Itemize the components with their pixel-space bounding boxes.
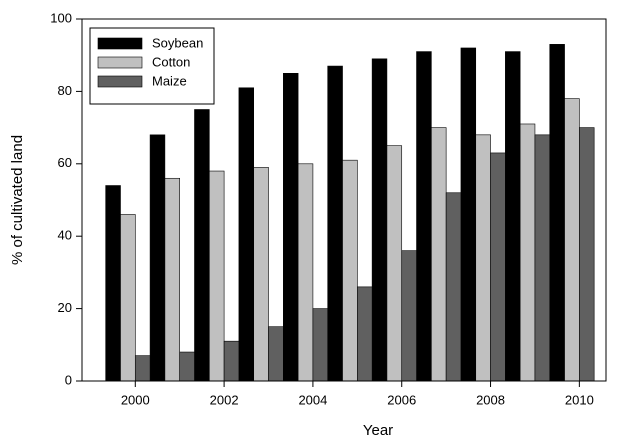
bar (445, 192, 462, 382)
legend-label: Maize (152, 73, 187, 88)
legend-label: Soybean (152, 35, 203, 50)
bar (386, 145, 403, 382)
bar (475, 134, 491, 382)
bar (519, 123, 536, 382)
x-tick-label: 2010 (565, 392, 594, 407)
y-tick-label: 20 (58, 300, 72, 315)
bar (579, 127, 595, 382)
bar (431, 127, 447, 382)
bar (268, 326, 284, 382)
y-axis-label: % of cultivated land (9, 135, 26, 265)
bar (534, 134, 551, 382)
x-tick-label: 2000 (121, 392, 150, 407)
y-tick-label: 0 (65, 372, 72, 387)
bar (134, 355, 151, 382)
bar (564, 98, 580, 382)
legend-swatch (97, 37, 143, 50)
bar (297, 163, 314, 382)
bar (416, 51, 432, 382)
x-tick-label: 2002 (210, 392, 239, 407)
bar (120, 214, 136, 382)
legend-swatch (97, 56, 143, 69)
legend-label: Cotton (152, 54, 190, 69)
bar (460, 47, 477, 382)
x-tick-label: 2004 (298, 392, 327, 407)
bar (149, 134, 166, 382)
bar (223, 340, 240, 382)
bar (401, 250, 417, 382)
legend-swatch (97, 75, 143, 88)
plot-frame (81, 18, 607, 382)
bar (179, 351, 195, 382)
bar (490, 152, 506, 382)
bar (549, 44, 565, 382)
bar (342, 159, 358, 382)
bar (371, 58, 388, 382)
bar (208, 170, 225, 382)
bar (283, 73, 299, 382)
y-tick-label: 40 (58, 228, 72, 243)
bar (253, 167, 269, 382)
bar (505, 51, 521, 382)
bar (194, 109, 210, 382)
y-tick-label: 100 (50, 10, 72, 25)
bar (327, 65, 343, 382)
x-tick-label: 2006 (387, 392, 416, 407)
x-axis-label: Year (363, 422, 393, 439)
y-tick-label: 60 (58, 155, 72, 170)
x-tick-label: 2008 (476, 392, 505, 407)
bar (312, 308, 329, 382)
bar (164, 177, 180, 382)
bar (357, 286, 373, 382)
y-tick-label: 80 (58, 83, 72, 98)
bar (105, 185, 121, 382)
bar (238, 87, 255, 382)
